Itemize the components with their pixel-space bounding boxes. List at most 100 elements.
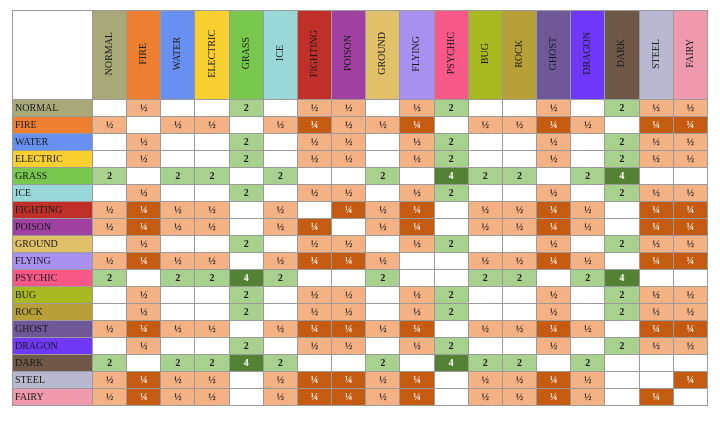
matchup-cell — [570, 337, 606, 355]
matchup-cell: 2 — [160, 269, 196, 287]
matchup-cell — [501, 337, 538, 355]
column-header-electric: ELECTRIC — [194, 10, 230, 100]
matchup-cell: ½ — [91, 320, 128, 338]
matchup-cell: 2 — [570, 354, 606, 372]
matchup-cell: 4 — [228, 354, 264, 372]
matchup-cell — [467, 286, 503, 304]
matchup-cell — [194, 184, 230, 202]
matchup-cell: ½ — [501, 252, 538, 270]
column-header-fairy: FAIRY — [672, 10, 709, 100]
matchup-cell: ½ — [160, 252, 196, 270]
table-row: PSYCHIC 2 2 2 4 2 2 2 2 2 4 — [12, 269, 709, 287]
matchup-cell: 2 — [467, 354, 503, 372]
matchup-cell: ½ — [160, 116, 196, 134]
matchup-cell — [501, 303, 538, 321]
matchup-cell — [467, 150, 503, 168]
matchup-cell — [194, 235, 230, 253]
matchup-cell — [570, 303, 606, 321]
column-header-label: FIRE — [138, 42, 150, 65]
matchup-cell — [570, 286, 606, 304]
matchup-cell — [467, 133, 503, 151]
row-header-electric: ELECTRIC — [12, 150, 93, 168]
matchup-cell: 2 — [433, 150, 469, 168]
matchup-cell: ½ — [501, 320, 538, 338]
table-row: WATER ½ 2 ½ ½ ½ 2 ½ 2 ½ ½ — [12, 133, 709, 151]
matchup-cell: ¼ — [638, 201, 674, 219]
matchup-cell: ½ — [365, 252, 401, 270]
matchup-cell: ½ — [296, 133, 333, 151]
row-header-steel: STEEL — [12, 371, 93, 389]
matchup-cell — [536, 167, 572, 185]
column-header-label: POISON — [343, 35, 355, 72]
matchup-cell: ¼ — [296, 252, 333, 270]
table-row: DRAGON ½ 2 ½ ½ ½ 2 ½ 2 ½ ½ — [12, 337, 709, 355]
column-header-dark: DARK — [604, 10, 640, 100]
matchup-cell: 2 — [467, 167, 503, 185]
matchup-cell: 2 — [365, 269, 401, 287]
matchup-cell: ½ — [536, 133, 572, 151]
matchup-cell: ½ — [638, 133, 674, 151]
matchup-cell: 2 — [194, 354, 230, 372]
matchup-cell: 2 — [194, 167, 230, 185]
matchup-cell — [126, 116, 162, 134]
matchup-cell — [467, 337, 503, 355]
matchup-cell: ½ — [331, 286, 367, 304]
matchup-cell: ½ — [194, 371, 230, 389]
matchup-cell: ¼ — [126, 320, 162, 338]
matchup-cell: ½ — [570, 201, 606, 219]
matchup-cell: 2 — [604, 303, 640, 321]
matchup-cell: ¼ — [331, 201, 367, 219]
matchup-cell — [296, 269, 333, 287]
matchup-cell: ½ — [638, 337, 674, 355]
matchup-cell — [296, 354, 333, 372]
matchup-cell: ½ — [501, 116, 538, 134]
matchup-cell: ¼ — [296, 320, 333, 338]
row-header-psychic: PSYCHIC — [12, 269, 93, 287]
matchup-cell: ½ — [365, 388, 401, 406]
matchup-cell: ½ — [672, 150, 709, 168]
matchup-cell: ½ — [126, 133, 162, 151]
matchup-cell — [536, 269, 572, 287]
matchup-cell: ½ — [160, 201, 196, 219]
matchup-cell: ¼ — [331, 371, 367, 389]
matchup-cell: ½ — [160, 320, 196, 338]
matchup-cell — [399, 354, 435, 372]
column-header-grass: GRASS — [228, 10, 264, 100]
matchup-cell: ½ — [91, 371, 128, 389]
matchup-cell: ½ — [467, 116, 503, 134]
matchup-cell — [433, 252, 469, 270]
matchup-cell: 2 — [194, 269, 230, 287]
matchup-cell: 2 — [604, 235, 640, 253]
matchup-cell: ½ — [296, 286, 333, 304]
matchup-cell — [604, 201, 640, 219]
matchup-cell — [262, 184, 298, 202]
matchup-cell — [433, 116, 469, 134]
matchup-cell: ½ — [194, 218, 230, 236]
matchup-cell — [433, 388, 469, 406]
row-header-poison: POISON — [12, 218, 93, 236]
matchup-cell — [228, 218, 264, 236]
matchup-cell: ½ — [126, 235, 162, 253]
matchup-cell — [604, 252, 640, 270]
matchup-cell — [672, 354, 709, 372]
row-header-ghost: GHOST — [12, 320, 93, 338]
matchup-cell — [501, 235, 538, 253]
matchup-cell — [91, 235, 128, 253]
column-header-fighting: FIGHTING — [296, 10, 333, 100]
matchup-cell — [331, 218, 367, 236]
matchup-cell: 2 — [604, 337, 640, 355]
matchup-cell: ½ — [501, 218, 538, 236]
matchup-cell — [91, 150, 128, 168]
row-header-normal: NORMAL — [12, 99, 93, 117]
matchup-cell — [126, 167, 162, 185]
row-header-grass: GRASS — [12, 167, 93, 185]
matchup-cell: 4 — [433, 354, 469, 372]
header-row: NORMAL FIRE WATER ELECTRIC GRASS ICE FIGHTING P… — [12, 10, 709, 100]
matchup-cell: ½ — [262, 218, 298, 236]
matchup-cell: ½ — [194, 201, 230, 219]
matchup-cell: ½ — [262, 201, 298, 219]
matchup-cell — [570, 150, 606, 168]
matchup-cell — [672, 269, 709, 287]
matchup-cell: 2 — [433, 303, 469, 321]
matchup-cell — [262, 133, 298, 151]
